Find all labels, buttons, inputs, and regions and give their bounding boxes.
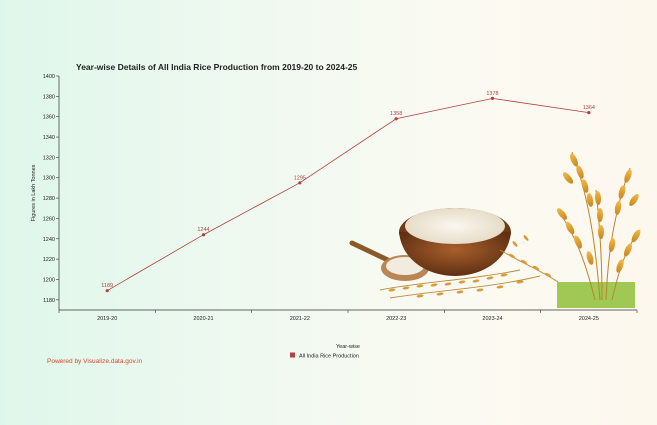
x-axis-title: Year-wise <box>336 344 360 350</box>
legend-label: All India Rice Production <box>299 354 359 360</box>
y-tick-label: 1360 <box>43 115 55 121</box>
data-point[interactable] <box>490 96 495 100</box>
x-tick-label: 2024-25 <box>579 316 599 322</box>
y-axis-ticks: 1180 1200 1220 1240 1260 1280 1300 1320 1340 1360… <box>43 74 59 304</box>
x-tick-label: 2021-22 <box>290 316 310 322</box>
y-axis-title: Figures in Lakh Tonnes <box>31 164 37 221</box>
y-tick-label: 1200 <box>43 277 55 283</box>
y-tick-label: 1280 <box>43 196 55 202</box>
y-tick-label: 1400 <box>43 74 55 80</box>
x-tick-label: 2020-21 <box>193 316 213 322</box>
y-tick-label: 1340 <box>43 135 55 141</box>
data-point[interactable] <box>394 117 398 121</box>
data-label: 1244 <box>197 227 209 233</box>
x-tick-label: 2022-23 <box>386 316 406 322</box>
chart-title: Year-wise Details of All India Rice Prod… <box>76 62 357 72</box>
y-tick-label: 1300 <box>43 176 55 182</box>
data-label: 1189 <box>101 283 113 289</box>
y-tick-label: 1380 <box>43 94 55 100</box>
x-tick-label: 2019-20 <box>97 316 117 322</box>
data-label: 1358 <box>390 111 402 117</box>
rice-illustration-image <box>349 151 641 308</box>
data-point[interactable] <box>298 181 302 185</box>
series-layer: 1189 1244 1295 1358 1378 1364 <box>101 91 595 293</box>
data-point[interactable] <box>201 233 206 237</box>
x-tick-label: 2023-24 <box>482 316 502 322</box>
data-label: 1378 <box>486 91 498 97</box>
y-tick-label: 1260 <box>43 216 55 222</box>
powered-by-link[interactable]: Powered by Visualize.data.gov.in <box>47 358 143 365</box>
data-label: 1295 <box>294 175 306 181</box>
data-point[interactable] <box>105 289 109 293</box>
data-label: 1364 <box>583 105 595 111</box>
legend[interactable]: All India Rice Production <box>290 352 359 360</box>
y-tick-label: 1320 <box>43 155 55 161</box>
y-tick-label: 1240 <box>43 237 55 243</box>
y-tick-label: 1180 <box>43 298 55 304</box>
legend-swatch <box>290 352 295 358</box>
y-tick-label: 1220 <box>43 257 55 263</box>
x-axis-ticks: 2019-20 2020-21 2021-22 2022-23 2023-24 2024-… <box>58 310 638 322</box>
data-point[interactable] <box>587 111 591 115</box>
series-line <box>106 97 589 292</box>
